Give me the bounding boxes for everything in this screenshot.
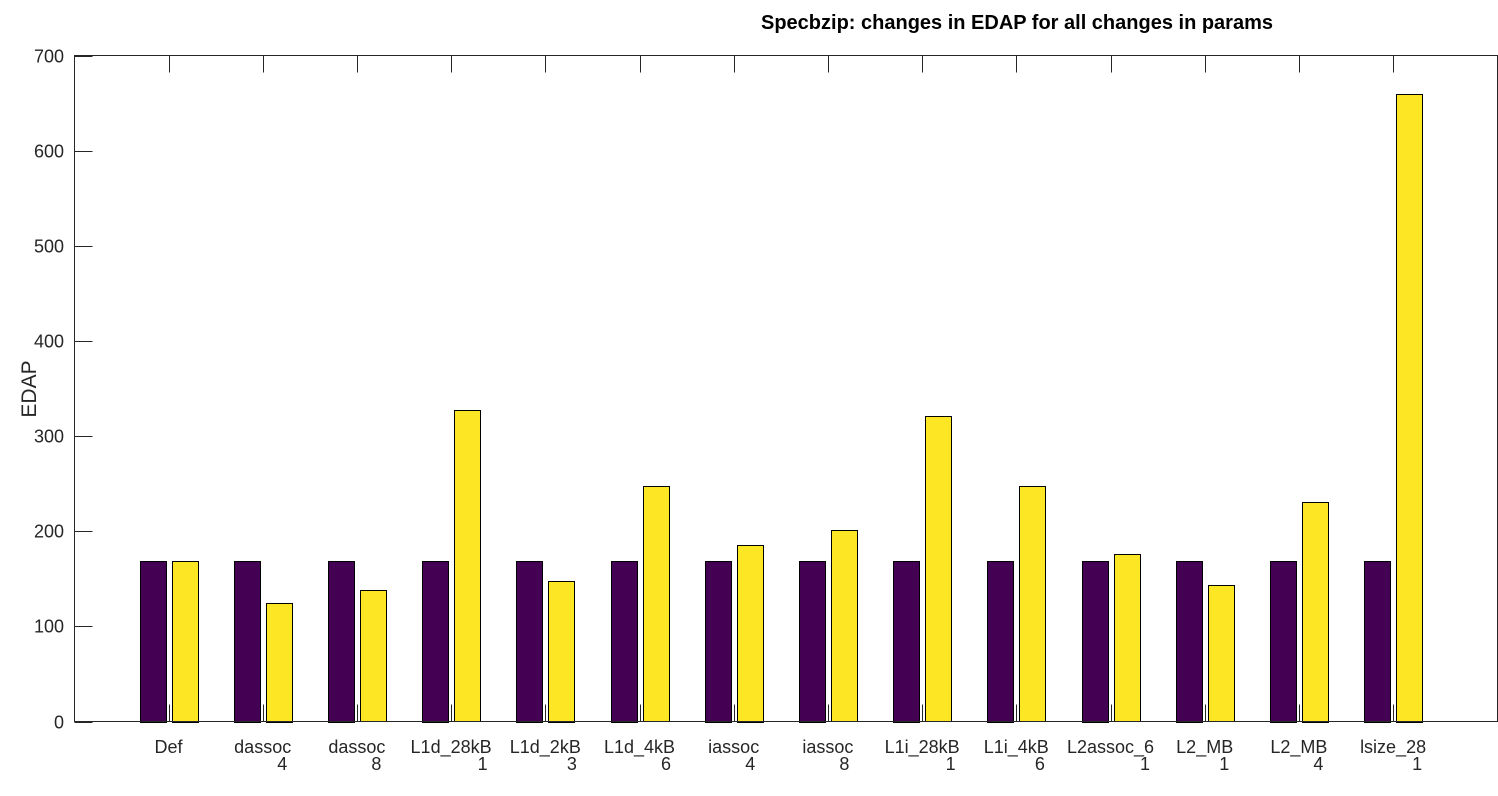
x-tick-label: Def xyxy=(154,737,183,757)
bar-series-1 xyxy=(611,561,638,723)
x-tick-subscript: 1 xyxy=(1412,754,1422,774)
x-tick-subscript: 4 xyxy=(745,754,755,774)
bar-series-2 xyxy=(1019,486,1046,722)
bar-series-1 xyxy=(328,561,355,723)
x-tick-subscript: 8 xyxy=(839,754,849,774)
bars xyxy=(140,94,1423,723)
x-tick-label: L1d_4kB xyxy=(604,737,675,758)
x-tick-label: dassoc xyxy=(328,737,385,757)
bar-series-1 xyxy=(1176,561,1203,723)
y-tick-label: 500 xyxy=(34,237,64,257)
x-tick-subscript: 1 xyxy=(1219,754,1229,774)
bar-series-1 xyxy=(1364,561,1391,723)
bar-series-1 xyxy=(893,561,920,723)
y-axis-label: EDAP xyxy=(18,360,41,417)
bar-series-2 xyxy=(454,410,481,722)
x-tick-subscript: 4 xyxy=(277,754,287,774)
x-tick-label: L1i_4kB xyxy=(984,737,1049,758)
bar-series-2 xyxy=(172,561,199,723)
bar-series-1 xyxy=(422,561,449,723)
x-tick-subscript: 3 xyxy=(567,754,577,774)
bar-series-2 xyxy=(737,545,764,723)
bar-series-2 xyxy=(643,486,670,722)
bar-series-2 xyxy=(831,530,858,722)
x-tick-subscript: 4 xyxy=(1313,754,1323,774)
y-tick-label: 700 xyxy=(34,47,64,67)
y-tick-label: 400 xyxy=(34,332,64,352)
x-tick-label: L2_MB xyxy=(1176,737,1233,758)
y-tick-label: 600 xyxy=(34,142,64,162)
bar-series-1 xyxy=(705,561,732,723)
y-tick-label: 100 xyxy=(34,617,64,637)
chart-title: Specbzip: changes in EDAP for all change… xyxy=(761,12,1273,34)
x-tick-label: L1i_28kB xyxy=(885,737,960,758)
bar-series-1 xyxy=(516,561,543,723)
bar-series-1 xyxy=(987,561,1014,723)
x-tick-subscript: 1 xyxy=(946,754,956,774)
y-tick-label: 0 xyxy=(54,713,64,733)
bar-series-2 xyxy=(1302,502,1329,723)
x-tick-label: L1d_28kB xyxy=(411,737,492,758)
x-tick-subscript: 6 xyxy=(661,754,671,774)
bar-series-2 xyxy=(548,581,575,723)
x-tick-subscript: 1 xyxy=(478,754,488,774)
x-tick-label: lsize_28 xyxy=(1360,737,1426,758)
y-tick-label: 200 xyxy=(34,522,64,542)
bar-series-1 xyxy=(1270,561,1297,723)
bar-series-2 xyxy=(925,416,952,722)
axis-ticks xyxy=(74,55,1394,723)
bar-series-1 xyxy=(799,561,826,723)
bar-series-1 xyxy=(140,561,167,723)
bar-series-2 xyxy=(266,603,293,723)
x-tick-subscript: 6 xyxy=(1035,754,1045,774)
bar-series-2 xyxy=(1114,554,1141,722)
bar-series-2 xyxy=(360,590,387,722)
y-tick-label: 300 xyxy=(34,427,64,447)
bar-series-2 xyxy=(1396,94,1423,723)
x-tick-label: L2_MB xyxy=(1270,737,1327,758)
x-tick-label: iassoc xyxy=(708,737,759,757)
x-tick-label: L1d_2kB xyxy=(510,737,581,758)
x-tick-subscript: 1 xyxy=(1140,754,1150,774)
x-tick-label: L2assoc_6 xyxy=(1067,737,1154,758)
x-tick-subscript: 8 xyxy=(371,754,381,774)
bar-series-1 xyxy=(1082,561,1109,723)
x-tick-label: dassoc xyxy=(234,737,291,757)
bar-series-2 xyxy=(1208,585,1235,722)
bar-series-1 xyxy=(234,561,261,723)
x-tick-label: iassoc xyxy=(802,737,853,757)
